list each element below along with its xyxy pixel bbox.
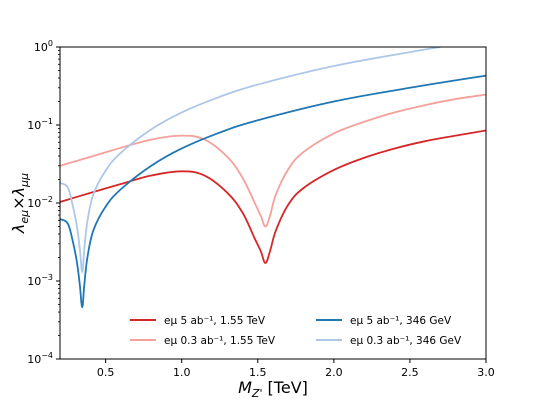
- x-axis-label: MZ' [TeV]: [238, 378, 308, 400]
- series-line-1: [60, 129, 486, 264]
- y-tick-label: 100: [34, 39, 53, 54]
- legend-label: eμ 0.3 ab⁻¹, 1.55 TeV: [164, 335, 276, 347]
- series-line-4: [60, 47, 441, 274]
- x-axis: 0.5 1.0 1.5 2.0 2.5 3.0: [97, 359, 495, 379]
- legend: eμ 5 ab⁻¹, 1.55 TeV eμ 0.3 ab⁻¹, 1.55 TeV…: [130, 315, 462, 347]
- x-tick-label: 0.5: [97, 366, 115, 379]
- legend-label: eμ 0.3 ab⁻¹, 346 GeV: [350, 335, 462, 347]
- x-tick-label: 1.0: [173, 366, 191, 379]
- x-tick-label: 3.0: [477, 366, 495, 379]
- series-line-2: [60, 93, 486, 228]
- legend-label: eμ 5 ab⁻¹, 1.55 TeV: [164, 315, 266, 327]
- legend-label: eμ 5 ab⁻¹, 346 GeV: [350, 315, 452, 327]
- x-tick-label: 2.0: [325, 366, 343, 379]
- y-tick-label: 10−4: [27, 351, 53, 366]
- series-line-3: [60, 74, 486, 309]
- series-group: [60, 47, 486, 309]
- y-axis: 10−4 10−3 10−2 10−1 100: [27, 39, 60, 366]
- y-tick-label: 10−3: [27, 273, 53, 288]
- y-tick-label: 10−1: [27, 117, 53, 132]
- x-tick-label: 1.5: [249, 366, 267, 379]
- y-tick-label: 10−2: [27, 195, 53, 210]
- x-tick-label: 2.5: [401, 366, 419, 379]
- y-axis-label: λeμ×λμμ: [9, 173, 31, 234]
